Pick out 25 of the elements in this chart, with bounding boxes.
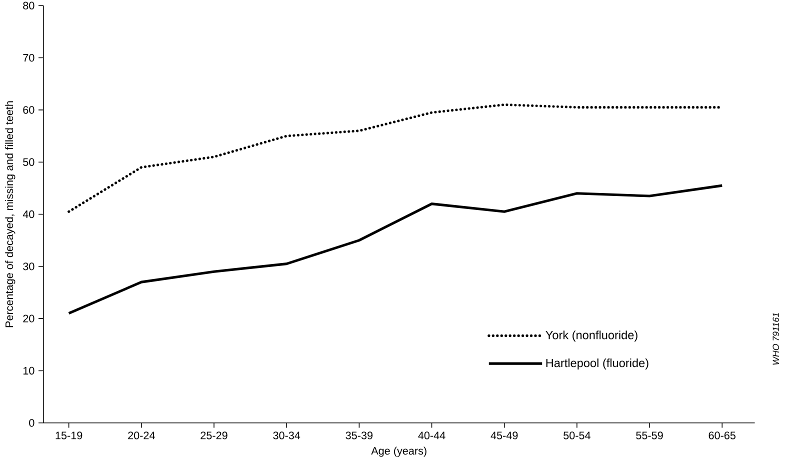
- legend-label: York (nonfluoride): [546, 330, 638, 342]
- x-axis-title: Age (years): [371, 446, 426, 458]
- y-tick-label: 30: [23, 262, 34, 270]
- y-tick-label: 60: [23, 106, 34, 114]
- text: WHO 791161: [772, 313, 779, 365]
- x-tick-label: 35-39: [346, 432, 373, 440]
- y-tick-label: 0: [29, 419, 34, 427]
- x-tick-label: 50-54: [564, 432, 590, 440]
- y-tick-label: 10: [23, 367, 34, 375]
- y-axis-title: Percentage of decayed, missing and filled teeth: [5, 101, 16, 328]
- y-tick-label: 40: [22, 210, 34, 218]
- x-tick-label: 30-34: [273, 432, 300, 440]
- x-tick-label: 45-49: [490, 432, 518, 440]
- x-tick-label: 20-24: [128, 432, 155, 440]
- y-tick-label: 50: [23, 158, 34, 166]
- y-tick-label: 70: [23, 54, 34, 62]
- legend-label: Hartlepool (fluoride): [546, 358, 648, 370]
- y-tick-label: 20: [23, 314, 34, 323]
- y-tick-label: 80: [23, 2, 34, 10]
- x-tick-label: 40-44: [418, 432, 446, 440]
- x-tick-label: 15-19: [56, 432, 82, 440]
- line-series: [68, 184, 724, 315]
- x-tick-label: 60-65: [708, 432, 736, 440]
- x-tick-label: 25-29: [200, 432, 228, 440]
- x-tick-label: 55-59: [636, 432, 663, 440]
